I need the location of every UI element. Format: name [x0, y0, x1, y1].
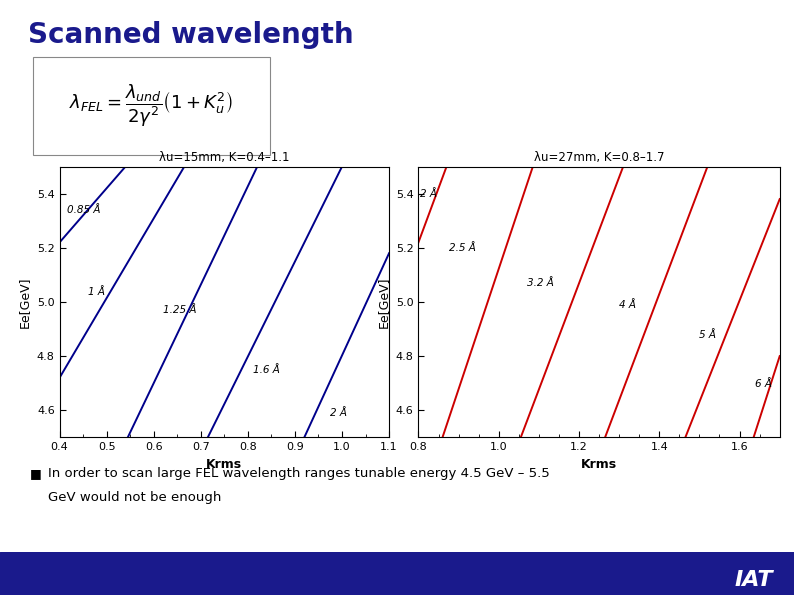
Title: λu=27mm, K=0.8–1.7: λu=27mm, K=0.8–1.7	[534, 151, 665, 164]
Text: 2.5 Å: 2.5 Å	[449, 243, 476, 253]
Text: $\lambda_{FEL} = \dfrac{\lambda_{und}}{2\gamma^2}\left(1 + K_u^2\right)$: $\lambda_{FEL} = \dfrac{\lambda_{und}}{2…	[69, 82, 233, 129]
Text: 3.2 Å: 3.2 Å	[527, 278, 553, 289]
Text: 2 Å: 2 Å	[421, 189, 437, 199]
Text: 1 Å: 1 Å	[88, 287, 105, 296]
Text: 0.85 Å: 0.85 Å	[67, 205, 100, 215]
Text: 1.25 Å: 1.25 Å	[163, 305, 197, 315]
Text: 1.6 Å: 1.6 Å	[252, 365, 279, 375]
Text: In order to scan large FEL wavelength ranges tunable energy 4.5 GeV – 5.5: In order to scan large FEL wavelength ra…	[48, 467, 549, 480]
Text: 5 Å: 5 Å	[700, 330, 716, 340]
FancyBboxPatch shape	[33, 57, 270, 155]
Text: ■: ■	[30, 467, 42, 480]
Y-axis label: Ee[GeV]: Ee[GeV]	[18, 276, 31, 328]
X-axis label: Krms: Krms	[206, 458, 242, 471]
Y-axis label: Ee[GeV]: Ee[GeV]	[377, 276, 390, 328]
Text: 4 Å: 4 Å	[619, 300, 636, 310]
Text: GeV would not be enough: GeV would not be enough	[48, 491, 221, 504]
Text: IAT: IAT	[734, 570, 773, 590]
X-axis label: Krms: Krms	[581, 458, 617, 471]
Text: 6 Å: 6 Å	[755, 378, 772, 389]
Text: 2 Å: 2 Å	[330, 408, 347, 418]
Title: λu=15mm, K=0.4–1.1: λu=15mm, K=0.4–1.1	[159, 151, 290, 164]
Text: Scanned wavelength: Scanned wavelength	[28, 21, 353, 49]
